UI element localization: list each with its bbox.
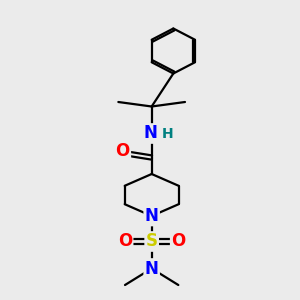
Text: N: N [145, 207, 159, 225]
Text: O: O [118, 232, 132, 250]
Text: N: N [143, 124, 157, 142]
Text: H: H [162, 127, 173, 140]
Text: S: S [146, 232, 158, 250]
Text: N: N [145, 260, 159, 278]
Text: O: O [171, 232, 185, 250]
Text: O: O [116, 142, 130, 160]
